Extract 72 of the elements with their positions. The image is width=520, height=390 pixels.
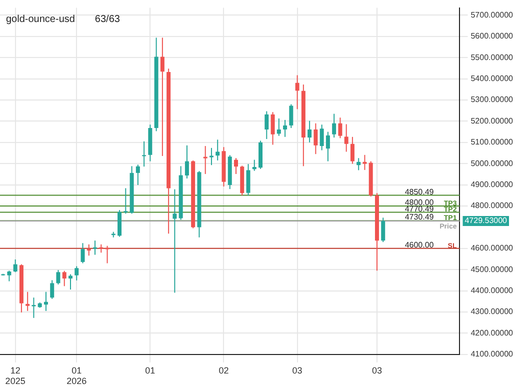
candlestick [93, 240, 98, 256]
candlestick [332, 113, 336, 138]
x-tick-label: 03 [372, 365, 382, 376]
y-tick-label: 5200.00000 [470, 116, 514, 126]
y-tick-label: 5000.00000 [470, 158, 514, 168]
x-tick-label: 01 [145, 365, 156, 376]
candlestick [216, 139, 220, 161]
y-tick-label: 5500.00000 [470, 52, 514, 62]
candlestick [50, 280, 54, 300]
candlestick [314, 122, 318, 155]
y-tick-label: 4500.00000 [470, 264, 514, 274]
y-tick-label: 5100.00000 [470, 138, 514, 147]
candlestick [344, 124, 348, 152]
candlestick [118, 210, 122, 238]
candlestick [350, 136, 354, 164]
candlestick [326, 131, 330, 162]
y-tick-label: 4400.00000 [470, 286, 514, 296]
x-tick-label: 03 [292, 365, 302, 376]
candlestick [338, 117, 342, 139]
candlestick [80, 242, 85, 264]
candlestick [362, 154, 367, 170]
candlestick [56, 270, 60, 285]
candlestick [32, 297, 36, 318]
candlestick [203, 146, 208, 174]
candlestick [68, 274, 72, 290]
candlestick [234, 158, 238, 174]
y-tick-label: 5700.00000 [470, 10, 514, 20]
candlestick [74, 266, 79, 281]
candlestick [7, 270, 12, 282]
candlestick [295, 74, 300, 110]
candlestick [105, 245, 110, 264]
candlestick [270, 112, 275, 146]
candlestick [246, 164, 250, 196]
candlestick [184, 144, 189, 179]
candlestick [86, 244, 91, 256]
candlestick [252, 159, 256, 172]
x-tick-label: 02 [218, 365, 229, 376]
y-tick-label: 4900.00000 [470, 180, 514, 190]
x-tick-label: 12 2025 [5, 365, 26, 386]
candlestick [124, 188, 128, 214]
candlestick [172, 188, 177, 294]
candlestick [308, 120, 312, 143]
candlestick [381, 217, 386, 243]
candlestick [320, 124, 324, 151]
candlestick [209, 147, 214, 166]
y-tick-label: 4200.00000 [470, 328, 514, 338]
candlestick [160, 37, 164, 156]
candlestick [26, 291, 30, 312]
y-tick-label: 5300.00000 [470, 95, 514, 104]
annotation: 4850.49 [404, 187, 434, 196]
candlestick [136, 164, 140, 186]
annotation: 4600.00 [404, 240, 434, 250]
candlestick [62, 270, 66, 287]
candlestick [44, 291, 48, 312]
y-tick-label: 4300.00000 [470, 307, 514, 316]
candlestick [289, 104, 294, 128]
y-tick-label: 4800.00000 [470, 201, 514, 210]
y-tick-label: 4600.00000 [470, 244, 514, 253]
candlestick [264, 110, 269, 140]
text: gold-ounce-usd [6, 14, 75, 25]
text: 4729.53000 [464, 216, 508, 226]
y-tick-label: 5400.00000 [470, 74, 514, 84]
candlestick [276, 118, 281, 136]
y-tick-label: 4100.00000 [470, 350, 514, 359]
candlestick [142, 140, 146, 168]
y-tick-label: 5600.00000 [470, 32, 514, 41]
x-tick-label: 01 2026 [66, 365, 87, 386]
text: 63/63 [94, 14, 120, 25]
annotation: 4730.49 [404, 212, 434, 222]
candlestick [13, 258, 18, 273]
candlestick [283, 119, 288, 138]
candlestick [356, 158, 361, 171]
